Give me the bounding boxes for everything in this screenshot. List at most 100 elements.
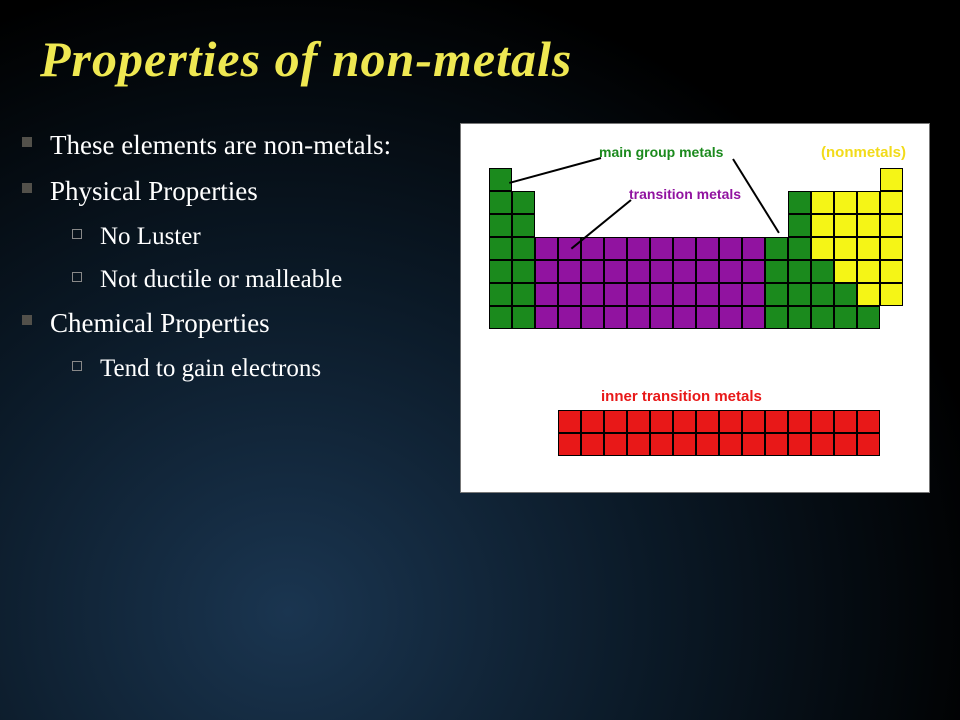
pt-cell <box>880 237 903 260</box>
pt-cell <box>696 214 719 237</box>
pt-cell <box>673 283 696 306</box>
pt-inner-cell <box>673 410 696 433</box>
pt-cell <box>834 237 857 260</box>
pt-inner-cell <box>650 433 673 456</box>
pt-cell <box>696 306 719 329</box>
pt-cell <box>811 283 834 306</box>
bullet-level2: Tend to gain electrons <box>10 347 440 390</box>
pt-cell <box>696 283 719 306</box>
pt-cell <box>788 306 811 329</box>
pt-cell <box>834 191 857 214</box>
pt-cell <box>811 191 834 214</box>
pt-cell <box>512 283 535 306</box>
pt-cell <box>834 168 857 191</box>
pt-cell <box>880 168 903 191</box>
pt-cell <box>673 306 696 329</box>
pt-cell <box>834 306 857 329</box>
pt-cell <box>627 283 650 306</box>
pt-cell <box>535 260 558 283</box>
pt-cell <box>604 283 627 306</box>
pt-cell <box>512 260 535 283</box>
diagram-label: (nonmetals) <box>821 144 906 161</box>
pt-inner-cell <box>650 410 673 433</box>
pt-inner-cell <box>719 433 742 456</box>
pt-cell <box>788 191 811 214</box>
pt-inner-cell <box>673 433 696 456</box>
pt-cell <box>489 260 512 283</box>
pt-cell <box>765 168 788 191</box>
pt-cell <box>811 168 834 191</box>
pt-cell <box>581 260 604 283</box>
pt-cell <box>650 306 673 329</box>
pt-cell <box>765 306 788 329</box>
pt-cell <box>604 260 627 283</box>
pt-cell <box>811 260 834 283</box>
pt-cell <box>880 306 903 329</box>
pt-cell <box>581 191 604 214</box>
pt-cell <box>489 214 512 237</box>
diagram-label: transition metals <box>629 186 741 202</box>
pt-inner-cell <box>742 410 765 433</box>
pt-inner-cell <box>581 410 604 433</box>
pt-cell <box>581 306 604 329</box>
bullet-level1: Chemical Properties <box>10 301 440 347</box>
pt-cell <box>558 260 581 283</box>
pt-inner-cell <box>765 410 788 433</box>
pt-cell <box>535 237 558 260</box>
pt-inner-cell <box>558 433 581 456</box>
pt-inner-cell <box>834 433 857 456</box>
pt-cell <box>857 260 880 283</box>
pt-cell <box>834 283 857 306</box>
pt-cell <box>765 237 788 260</box>
pt-cell <box>604 306 627 329</box>
pt-cell <box>650 283 673 306</box>
pt-cell <box>765 283 788 306</box>
pt-cell <box>742 283 765 306</box>
pt-cell <box>673 237 696 260</box>
pt-cell <box>581 168 604 191</box>
pt-cell <box>650 260 673 283</box>
pt-inner-cell <box>765 433 788 456</box>
pt-cell <box>512 191 535 214</box>
pt-inner-cell <box>719 410 742 433</box>
pt-cell <box>788 283 811 306</box>
slide-title: Properties of non-metals <box>0 0 960 88</box>
pt-cell <box>788 214 811 237</box>
pt-inner-cell <box>788 410 811 433</box>
content-area: These elements are non-metals:Physical P… <box>0 88 960 493</box>
pt-cell <box>604 237 627 260</box>
pt-cell <box>880 283 903 306</box>
pt-cell <box>857 168 880 191</box>
periodic-table-diagram: main group metals(nonmetals)transition m… <box>460 123 930 493</box>
pt-cell <box>489 191 512 214</box>
pt-cell <box>811 214 834 237</box>
pt-inner-cell <box>696 433 719 456</box>
pt-inner-cell <box>696 410 719 433</box>
pt-cell <box>857 214 880 237</box>
pt-cell <box>788 237 811 260</box>
pt-inner-cell <box>604 433 627 456</box>
pt-inner-cell <box>857 410 880 433</box>
pt-cell <box>857 306 880 329</box>
pt-cell <box>489 283 512 306</box>
pt-inner-cell <box>627 433 650 456</box>
bullet-level1: These elements are non-metals: <box>10 123 440 169</box>
pt-cell <box>880 260 903 283</box>
pt-cell <box>627 237 650 260</box>
pt-cell <box>696 260 719 283</box>
pt-cell <box>857 283 880 306</box>
pt-cell <box>742 237 765 260</box>
pt-cell <box>834 214 857 237</box>
pt-cell <box>857 191 880 214</box>
pt-inner-cell <box>811 410 834 433</box>
pt-cell <box>742 214 765 237</box>
bullet-level2: No Luster <box>10 215 440 258</box>
pt-cell <box>627 306 650 329</box>
pt-inner-cell <box>742 433 765 456</box>
pt-inner-cell <box>857 433 880 456</box>
pt-cell <box>719 283 742 306</box>
pt-cell <box>535 306 558 329</box>
pt-cell <box>604 168 627 191</box>
pt-cell <box>811 306 834 329</box>
pt-inner-cell <box>558 410 581 433</box>
